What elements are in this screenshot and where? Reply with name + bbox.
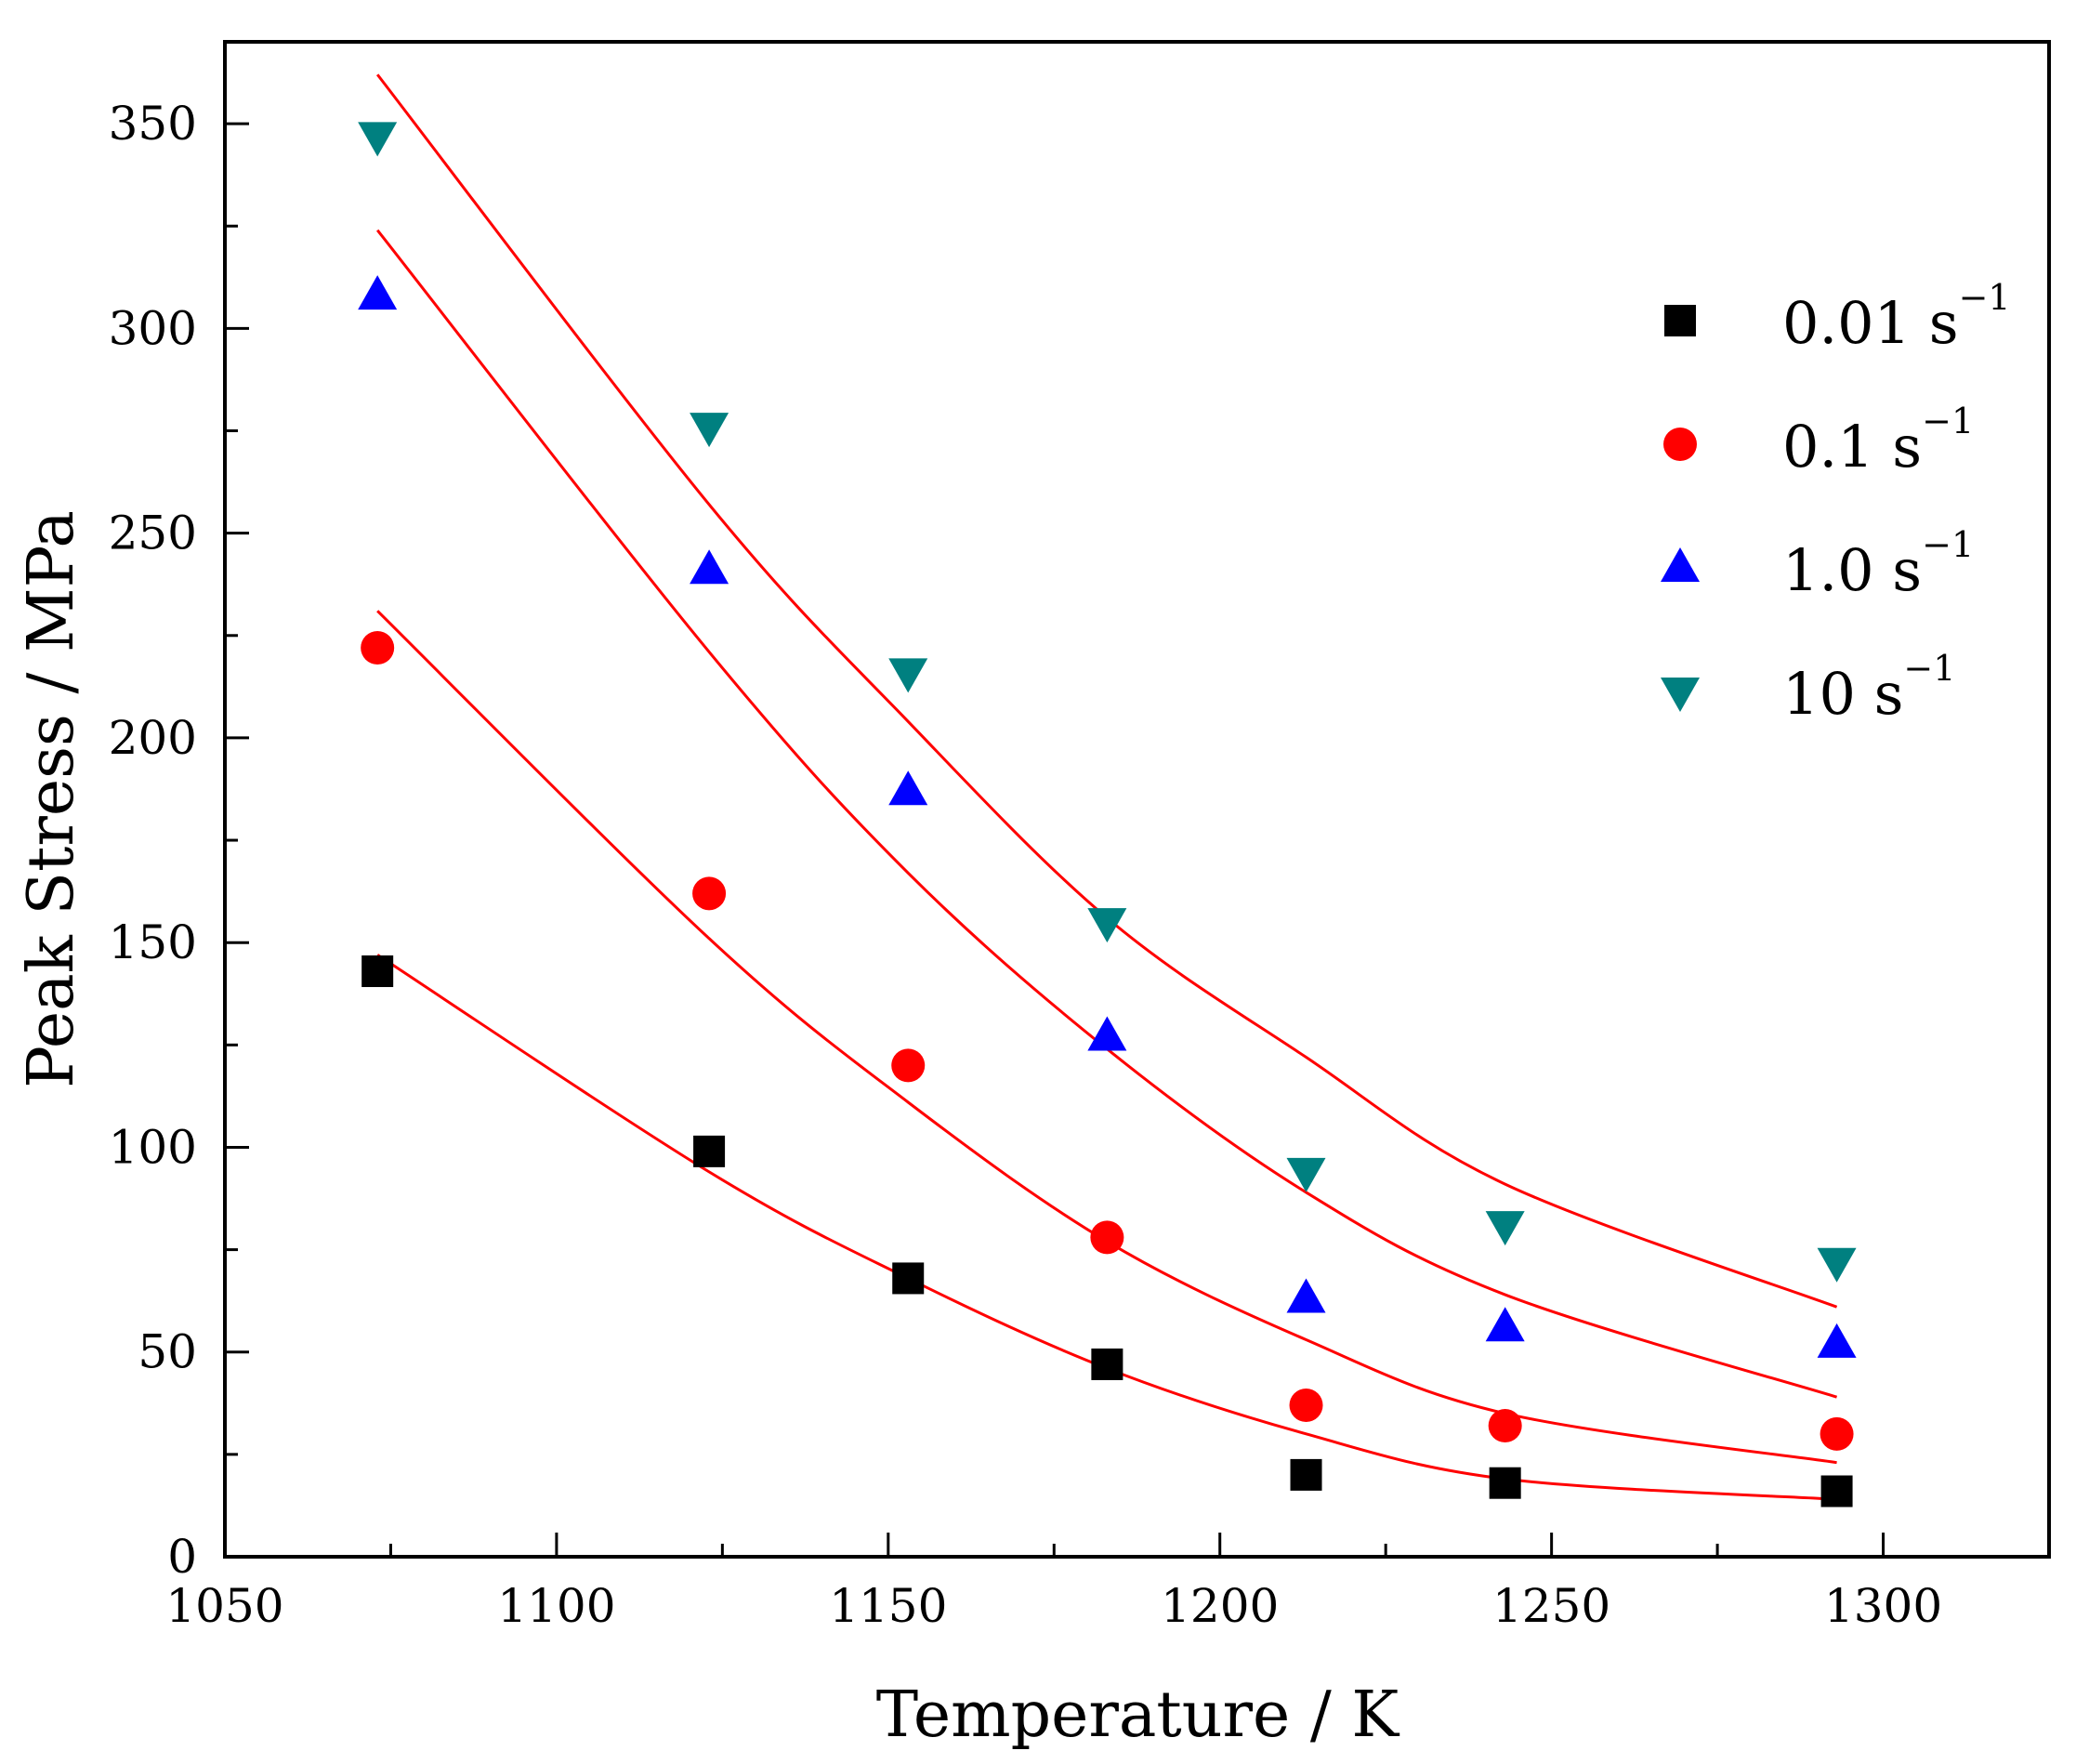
y-tick-label: 300: [109, 301, 197, 355]
data-point: [692, 876, 727, 911]
x-axis-title: Temperature / K: [876, 1678, 1400, 1752]
data-point: [361, 955, 394, 988]
x-tick-label: 1200: [1161, 1579, 1279, 1633]
legend-marker: [1664, 305, 1696, 336]
fit-line: [375, 73, 1838, 1309]
y-tick-label: 350: [109, 97, 197, 151]
fit-lines: [375, 73, 1838, 1501]
y-tick-label: 200: [109, 711, 197, 765]
data-point: [1485, 1307, 1525, 1342]
data-point: [1091, 1348, 1123, 1380]
x-tick-label: 1100: [497, 1579, 615, 1633]
data-point: [1820, 1475, 1853, 1507]
data-point: [1087, 908, 1127, 943]
y-tick-label: 100: [109, 1120, 197, 1174]
data-point: [1488, 1409, 1522, 1443]
data-point: [693, 1135, 726, 1167]
x-tick-label: 1050: [165, 1579, 283, 1633]
data-point: [690, 549, 729, 585]
data-point: [888, 658, 928, 693]
axis-tick-labels: 1050 1100 1150 1200 1250 1300 0 50 100 150 200 250 3…: [109, 97, 1943, 1633]
legend-label-superscript: −1: [1922, 401, 1974, 441]
data-point: [1485, 1211, 1525, 1246]
legend-marker: [1661, 547, 1700, 582]
legend-label: 0.1 s−1: [1782, 401, 1974, 480]
data-point: [361, 631, 395, 665]
x-tick-label: 1150: [829, 1579, 947, 1633]
data-point: [1817, 1247, 1857, 1283]
legend-label-superscript: −1: [1903, 648, 1955, 689]
legend-label-superscript: −1: [1922, 524, 1974, 565]
legend-label: 1.0 s−1: [1782, 524, 1974, 604]
legend-marker: [1661, 678, 1700, 712]
y-tick-label: 0: [167, 1530, 197, 1584]
data-point: [1087, 1016, 1127, 1051]
data-point: [1489, 1467, 1521, 1499]
y-tick-label: 250: [109, 507, 197, 560]
legend-label: 0.01 s−1: [1782, 277, 2011, 357]
data-point: [358, 122, 398, 157]
x-tick-label: 1250: [1492, 1579, 1610, 1633]
data-point: [1090, 1220, 1124, 1255]
data-point: [1286, 1157, 1326, 1192]
data-point: [892, 1262, 925, 1295]
data-point: [1286, 1278, 1326, 1313]
data-point: [1817, 1323, 1857, 1358]
data-point: [1290, 1458, 1322, 1491]
axis-ticks: [223, 122, 1885, 1559]
data-point: [690, 413, 729, 448]
data-point: [888, 770, 928, 806]
y-tick-label: 150: [109, 915, 197, 969]
plot-frame: [223, 40, 2051, 1559]
data-point: [1820, 1416, 1854, 1451]
data-point: [1289, 1389, 1323, 1422]
legend-label-superscript: −1: [1959, 277, 2011, 318]
fit-line: [375, 229, 1838, 1399]
legend-label: 10 s−1: [1782, 648, 1955, 728]
legend-marker: [1663, 428, 1697, 461]
data-point: [891, 1048, 926, 1083]
y-tick-label: 50: [138, 1325, 197, 1379]
legend: 0.01 s−1 0.1 s−1 1.0 s−1 10 s−1: [1661, 277, 2011, 728]
y-axis-title: Peak Stress / MPa: [15, 510, 88, 1088]
data-point: [358, 275, 398, 310]
x-tick-label: 1300: [1824, 1579, 1942, 1633]
data-points: [358, 122, 1857, 1507]
